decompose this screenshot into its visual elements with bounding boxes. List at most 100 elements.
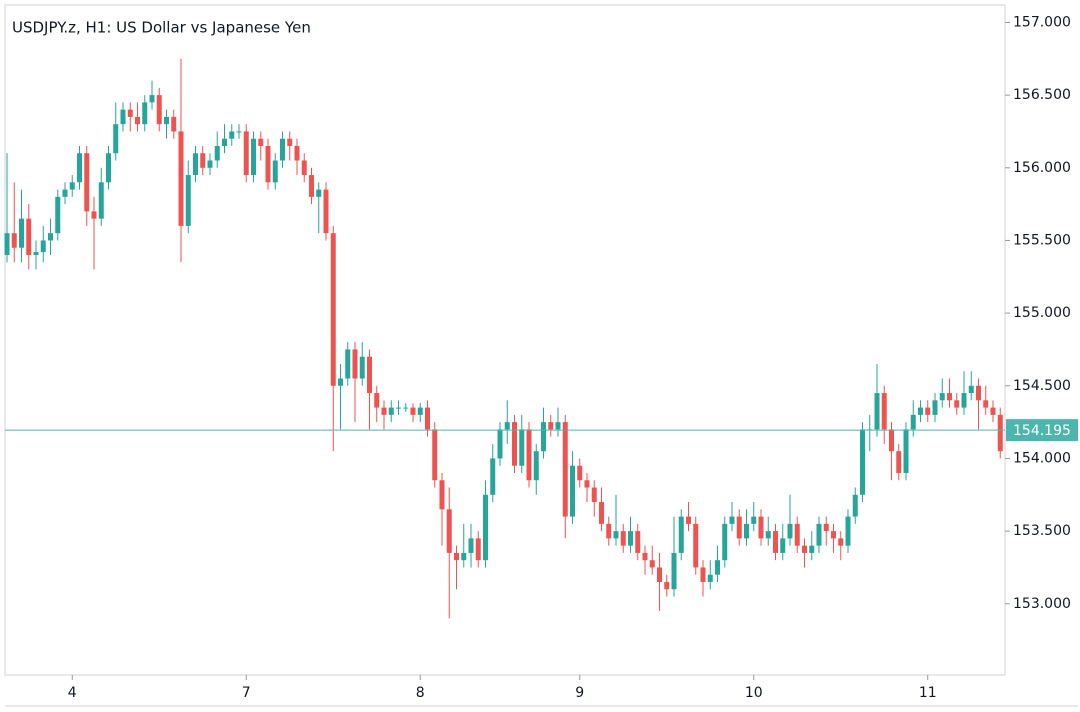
candle-body xyxy=(649,560,655,568)
candle-body xyxy=(903,429,909,473)
plot-area xyxy=(4,4,1006,676)
candle-body xyxy=(838,538,844,546)
candle-body xyxy=(301,160,307,176)
candle-body xyxy=(548,422,554,430)
candle-body xyxy=(135,116,140,125)
candle-body xyxy=(142,102,148,125)
candle-body xyxy=(707,574,713,582)
candle-body xyxy=(156,95,162,125)
candle-body xyxy=(541,422,546,452)
y-tick-label: 155.500 xyxy=(1013,232,1071,248)
candle-body xyxy=(164,116,169,125)
candle-body xyxy=(526,429,532,481)
candle-body xyxy=(483,494,488,561)
candle-body xyxy=(425,407,430,430)
candle-body xyxy=(19,218,24,248)
candle-body xyxy=(352,349,358,379)
candle-body xyxy=(272,160,278,183)
candle-body xyxy=(120,109,126,125)
candle-body xyxy=(222,138,227,146)
x-tick-label: 10 xyxy=(745,685,763,701)
y-tick-label: 154.000 xyxy=(1013,450,1071,466)
candle-body xyxy=(381,407,387,415)
candle-body xyxy=(555,422,561,430)
candle-body xyxy=(4,233,10,255)
candle-body xyxy=(432,429,438,481)
candle-body xyxy=(396,407,401,409)
candle-body xyxy=(62,189,68,197)
candle-body xyxy=(606,523,612,539)
x-tick-label: 11 xyxy=(919,685,937,701)
candle-body xyxy=(823,523,829,532)
candle-body xyxy=(961,393,967,408)
last-price-label: 154.195 xyxy=(1013,423,1071,439)
y-tick-label: 156.500 xyxy=(1013,87,1071,103)
candle-body xyxy=(323,189,329,234)
candle-body xyxy=(504,422,510,430)
candle-body xyxy=(700,567,706,582)
candle-body xyxy=(642,552,648,561)
candle-body xyxy=(410,407,416,415)
candle-body xyxy=(794,523,800,546)
candle-body xyxy=(802,545,807,553)
candle-body xyxy=(113,124,119,154)
candle-body xyxy=(207,160,213,168)
candle-body xyxy=(178,131,184,226)
candle-body xyxy=(403,407,409,409)
candle-body xyxy=(98,182,104,219)
candle-body xyxy=(55,196,61,234)
candle-body xyxy=(932,400,938,415)
candle-body xyxy=(106,153,111,183)
candle-body xyxy=(591,487,597,503)
candle-body xyxy=(149,95,155,103)
candle-body xyxy=(599,502,604,524)
candle-body xyxy=(787,523,793,539)
candle-body xyxy=(461,552,467,561)
candle-body xyxy=(258,138,264,146)
candle-body xyxy=(77,153,82,183)
candle-body xyxy=(512,422,517,466)
candle-body xyxy=(388,407,394,415)
candle-body xyxy=(816,523,822,546)
candle-body xyxy=(229,131,235,139)
candle-body xyxy=(280,138,285,161)
y-tick-label: 157.000 xyxy=(1013,14,1071,30)
candle-body xyxy=(69,182,75,190)
candle-body xyxy=(497,429,503,459)
candle-body xyxy=(635,531,641,553)
x-tick-label: 9 xyxy=(575,685,584,701)
candle-body xyxy=(678,516,684,553)
candle-body xyxy=(48,233,53,241)
candle-body xyxy=(910,414,916,430)
candle-body xyxy=(345,349,351,379)
candle-body xyxy=(338,378,343,386)
candle-body xyxy=(954,400,960,408)
candle-body xyxy=(831,531,836,539)
x-tick-label: 8 xyxy=(416,685,425,701)
candle-body xyxy=(693,523,699,568)
candle-body xyxy=(744,523,749,539)
candle-body xyxy=(584,480,590,488)
candle-body xyxy=(454,552,459,561)
candle-body xyxy=(758,516,764,539)
candle-body xyxy=(562,422,568,517)
candle-body xyxy=(11,233,17,248)
candle-body xyxy=(439,480,445,510)
candle-body xyxy=(997,414,1003,452)
candle-body xyxy=(939,393,945,401)
candle-body xyxy=(287,138,293,146)
candle-body xyxy=(620,531,626,546)
candle-body xyxy=(628,531,633,546)
candle-body xyxy=(33,252,39,255)
candle-body xyxy=(127,109,133,117)
candle-body xyxy=(374,393,380,408)
candle-body xyxy=(809,545,815,553)
candle-body xyxy=(316,189,322,197)
y-tick-label: 155.000 xyxy=(1013,305,1071,321)
candle-body xyxy=(185,175,191,226)
x-tick-label: 7 xyxy=(242,685,251,701)
candle-body xyxy=(214,145,220,161)
candle-body xyxy=(686,516,691,524)
x-tick-label: 4 xyxy=(68,685,77,701)
candle-body xyxy=(874,393,880,430)
